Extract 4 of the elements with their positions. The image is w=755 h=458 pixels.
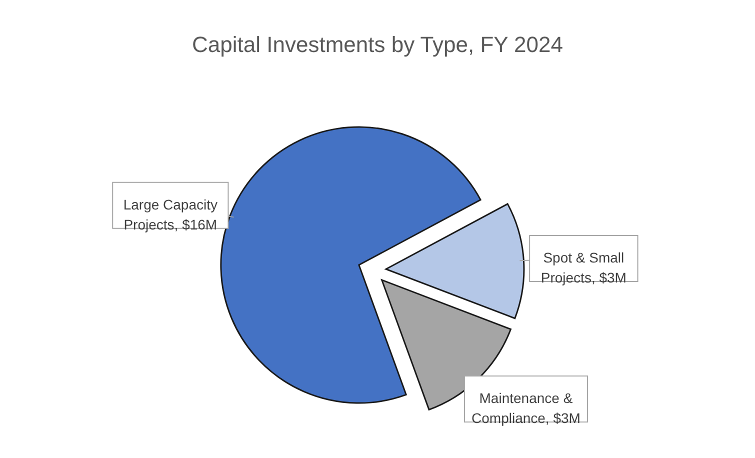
slice-label: Large Capacity Projects, $16M: [123, 196, 218, 232]
chart-title: Capital Investments by Type, FY 2024: [192, 32, 563, 57]
slice-label: Spot & Small Projects, $3M: [540, 250, 626, 286]
slice-label: Maintenance & Compliance, $3M: [472, 390, 580, 426]
